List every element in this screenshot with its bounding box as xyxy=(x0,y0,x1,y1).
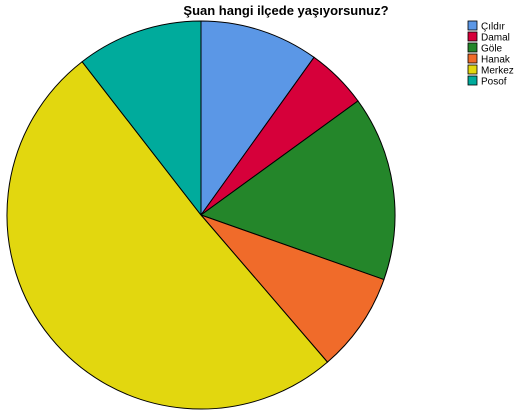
legend-swatch-5 xyxy=(467,64,478,75)
legend-label-1: Çıldır xyxy=(481,22,506,33)
pie-slice-5 xyxy=(6,61,329,410)
legend-label-4: Hanak xyxy=(481,55,511,66)
pie-slice-6 xyxy=(81,20,202,217)
legend-label-6: Posof xyxy=(481,77,507,88)
pie-slice-4 xyxy=(199,213,385,363)
legend-swatch-4 xyxy=(467,53,478,64)
legend-swatch-2 xyxy=(467,31,478,42)
legend-label-3: Göle xyxy=(481,44,503,55)
chart-title: Şuan hangi ilçede yaşıyorsunuz? xyxy=(183,3,388,18)
legend-swatch-3 xyxy=(467,42,478,53)
pie-slices xyxy=(6,20,396,410)
pie-slice-3 xyxy=(199,100,396,281)
legend-label-2: Damal xyxy=(481,33,510,44)
legend-label-5: Merkez xyxy=(481,66,514,77)
legend-swatch-1 xyxy=(467,20,478,31)
legend-swatch-6 xyxy=(467,75,478,86)
pie-slice-1 xyxy=(200,20,315,217)
